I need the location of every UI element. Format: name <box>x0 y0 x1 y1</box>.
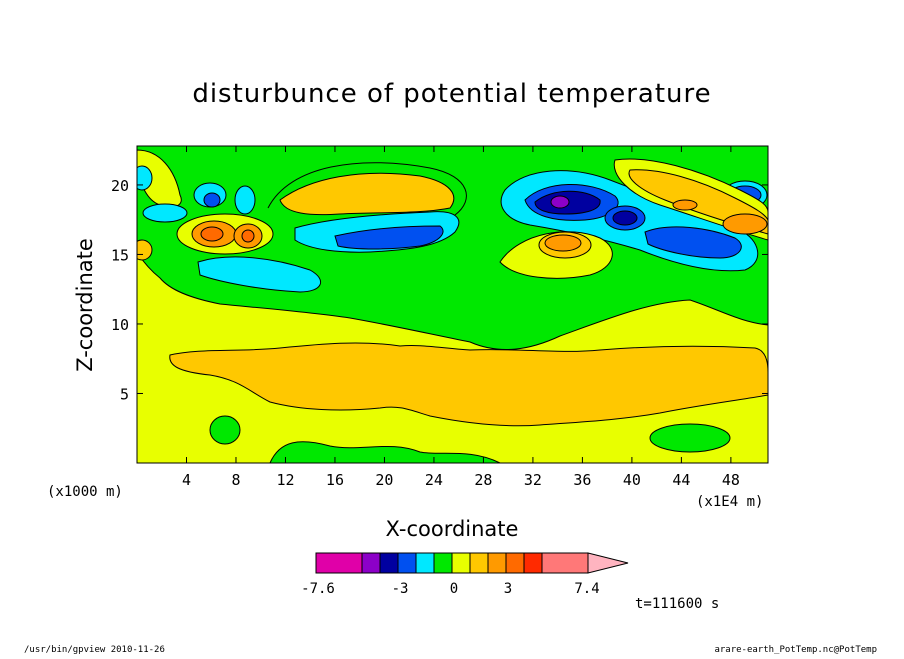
colorbar-labels: -7.6 -3 0 3 7.4 <box>301 581 600 597</box>
x-tick-label: 24 <box>425 471 443 489</box>
x-tick-label: 8 <box>231 471 240 489</box>
colorbar-segment <box>451 552 471 574</box>
x-tick-label: 44 <box>672 471 690 489</box>
footer-left: /usr/bin/gpview 2010-11-26 <box>24 645 165 654</box>
field-yellow-upper-center <box>267 162 467 216</box>
colorbar-segment <box>361 552 381 574</box>
field-blue-right3 <box>644 226 742 259</box>
colorbar-segment <box>505 552 525 574</box>
field-orange-band <box>169 342 768 427</box>
x-tick-label: 48 <box>722 471 740 489</box>
x-tick-label: 12 <box>276 471 294 489</box>
field-cyan-left <box>197 256 322 293</box>
field-green-bottom <box>269 441 501 463</box>
field-blue-center <box>334 225 444 250</box>
colorbar <box>315 552 629 574</box>
field-purple-right <box>550 195 570 209</box>
colorbar-tick-label: 3 <box>504 581 512 597</box>
colorbar-tick-label: 7.4 <box>574 581 599 597</box>
colorbar-segment <box>433 552 453 574</box>
colorbar-tick-label: -7.6 <box>301 581 335 597</box>
footer-right: arare-earth_PotTemp.nc@PotTemp <box>714 645 877 654</box>
field-orange-right-cell <box>722 213 768 235</box>
field-blue-left-top <box>203 192 221 208</box>
field-darkorange-right-mid <box>544 234 582 252</box>
x-tick-label: 32 <box>524 471 542 489</box>
colorbar-segment <box>523 552 543 574</box>
field-green-blob <box>209 415 241 445</box>
field-green-blob <box>649 423 731 453</box>
colorbar-segment <box>541 552 589 574</box>
x-tick-label: 20 <box>375 471 393 489</box>
field-cyan-left-mid <box>142 203 188 223</box>
time-label: t=111600 s <box>635 596 719 612</box>
plot-frame <box>136 145 769 464</box>
x-tick-label: 36 <box>573 471 591 489</box>
field-red-left-warm <box>200 226 224 242</box>
x-unit-right: (x1E4 m) <box>696 494 763 510</box>
y-tick-label: 10 <box>111 316 129 334</box>
x-tick-label: 40 <box>623 471 641 489</box>
colorbar-segment <box>379 552 399 574</box>
y-tick-label: 20 <box>111 177 129 195</box>
field-orange-right-cell2 <box>672 199 698 211</box>
x-axis: 4 8 12 16 20 24 28 32 36 40 44 48 <box>182 146 740 489</box>
y-axis: 5 10 15 20 <box>111 177 768 403</box>
field-orange-left-edge <box>137 239 153 261</box>
x-unit-left: (x1000 m) <box>47 484 123 500</box>
colorbar-segment <box>487 552 507 574</box>
x-tick-label: 28 <box>474 471 492 489</box>
field-cyan-left-top2 <box>234 185 256 215</box>
x-tick-label: 16 <box>326 471 344 489</box>
colorbar-segment <box>397 552 417 574</box>
plot-area <box>137 146 768 463</box>
colorbar-segment <box>415 552 435 574</box>
colorbar-segment <box>315 552 363 574</box>
y-tick-label: 5 <box>120 385 129 403</box>
colorbar-segment <box>469 552 489 574</box>
colorbar-tick-label: 0 <box>450 581 458 597</box>
field-darkblue-right2 <box>612 210 638 226</box>
colorbar-arrow <box>587 552 629 574</box>
x-tick-label: 4 <box>182 471 191 489</box>
field-red-left-warm2 <box>241 229 255 243</box>
field-cyan-left-edge <box>137 165 153 191</box>
y-tick-label: 15 <box>111 246 129 264</box>
field-orange-upper-center <box>279 172 455 216</box>
x-axis-label: X-coordinate <box>386 517 519 541</box>
chart-title: disturbunce of potential temperature <box>192 79 711 109</box>
y-axis-label: Z-coordinate <box>73 238 97 372</box>
colorbar-tick-label: -3 <box>392 581 409 597</box>
